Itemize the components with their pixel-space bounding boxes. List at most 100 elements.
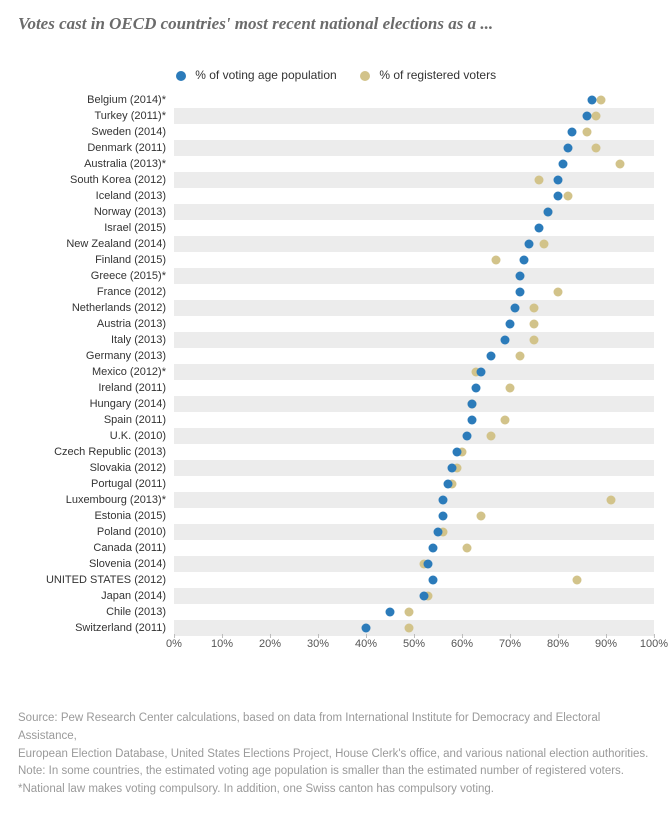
chart-row: Ireland (2011) bbox=[18, 380, 654, 396]
row-plot bbox=[174, 172, 654, 188]
chart-row: Norway (2013) bbox=[18, 204, 654, 220]
dot-registered bbox=[530, 336, 539, 345]
row-plot bbox=[174, 300, 654, 316]
chart-row: Chile (2013) bbox=[18, 604, 654, 620]
row-plot bbox=[174, 188, 654, 204]
row-label: Estonia (2015) bbox=[18, 508, 174, 524]
x-tick: 70% bbox=[499, 638, 521, 650]
row-plot bbox=[174, 124, 654, 140]
row-label: Netherlands (2012) bbox=[18, 300, 174, 316]
row-label: Greece (2015)* bbox=[18, 268, 174, 284]
x-tick: 100% bbox=[640, 638, 668, 650]
row-label: New Zealand (2014) bbox=[18, 236, 174, 252]
chart-row: France (2012) bbox=[18, 284, 654, 300]
x-tick: 0% bbox=[166, 638, 182, 650]
row-plot bbox=[174, 220, 654, 236]
row-label: Canada (2011) bbox=[18, 540, 174, 556]
chart-row: Belgium (2014)* bbox=[18, 92, 654, 108]
row-label: Switzerland (2011) bbox=[18, 620, 174, 636]
chart-row: Slovenia (2014) bbox=[18, 556, 654, 572]
row-label: Chile (2013) bbox=[18, 604, 174, 620]
dot-registered bbox=[592, 144, 601, 153]
dot-voting-age bbox=[429, 576, 438, 585]
dot-registered bbox=[501, 416, 510, 425]
row-plot bbox=[174, 492, 654, 508]
row-label: Slovenia (2014) bbox=[18, 556, 174, 572]
row-plot bbox=[174, 604, 654, 620]
legend-label: % of voting age population bbox=[195, 68, 336, 82]
x-tick: 50% bbox=[403, 638, 425, 650]
dot-voting-age bbox=[501, 336, 510, 345]
dot-registered bbox=[405, 624, 414, 633]
chart-row: U.K. (2010) bbox=[18, 428, 654, 444]
row-label: Austria (2013) bbox=[18, 316, 174, 332]
row-plot bbox=[174, 572, 654, 588]
dot-voting-age bbox=[486, 352, 495, 361]
chart-title: Votes cast in OECD countries' most recen… bbox=[18, 14, 654, 34]
row-label: U.K. (2010) bbox=[18, 428, 174, 444]
dot-registered bbox=[582, 128, 591, 137]
row-plot bbox=[174, 268, 654, 284]
chart-row: Finland (2015) bbox=[18, 252, 654, 268]
chart-row: Portugal (2011) bbox=[18, 476, 654, 492]
legend: % of voting age population % of register… bbox=[18, 68, 654, 82]
row-label: Japan (2014) bbox=[18, 588, 174, 604]
row-label: Czech Republic (2013) bbox=[18, 444, 174, 460]
dot-voting-age bbox=[515, 272, 524, 281]
row-label: Poland (2010) bbox=[18, 524, 174, 540]
footer-line: European Election Database, United State… bbox=[18, 746, 654, 764]
chart-row: Israel (2015) bbox=[18, 220, 654, 236]
x-tick: 60% bbox=[451, 638, 473, 650]
chart-row: Japan (2014) bbox=[18, 588, 654, 604]
row-plot bbox=[174, 460, 654, 476]
chart-row: Denmark (2011) bbox=[18, 140, 654, 156]
dot-voting-age bbox=[510, 304, 519, 313]
chart-row: Australia (2013)* bbox=[18, 156, 654, 172]
row-plot bbox=[174, 236, 654, 252]
dot-registered bbox=[606, 496, 615, 505]
row-label: Ireland (2011) bbox=[18, 380, 174, 396]
dot-voting-age bbox=[554, 192, 563, 201]
dot-voting-age bbox=[520, 256, 529, 265]
row-label: Iceland (2013) bbox=[18, 188, 174, 204]
dot-voting-age bbox=[438, 512, 447, 521]
chart-row: Estonia (2015) bbox=[18, 508, 654, 524]
chart-row: Spain (2011) bbox=[18, 412, 654, 428]
dot-registered bbox=[486, 432, 495, 441]
chart-row: South Korea (2012) bbox=[18, 172, 654, 188]
footer-line: Source: Pew Research Center calculations… bbox=[18, 710, 654, 746]
dot-registered bbox=[491, 256, 500, 265]
dot-registered bbox=[405, 608, 414, 617]
dot-voting-age bbox=[424, 560, 433, 569]
chart-row: UNITED STATES (2012) bbox=[18, 572, 654, 588]
dot-voting-age bbox=[525, 240, 534, 249]
dot-registered bbox=[462, 544, 471, 553]
row-label: Israel (2015) bbox=[18, 220, 174, 236]
x-axis: 0%10%20%30%40%50%60%70%80%90%100% bbox=[18, 638, 654, 664]
dot-registered bbox=[539, 240, 548, 249]
dot-voting-age bbox=[558, 160, 567, 169]
row-label: UNITED STATES (2012) bbox=[18, 572, 174, 588]
chart-row: Turkey (2011)* bbox=[18, 108, 654, 124]
source-footer: Source: Pew Research Center calculations… bbox=[18, 710, 654, 799]
dot-voting-age bbox=[429, 544, 438, 553]
row-plot bbox=[174, 92, 654, 108]
chart-row: Austria (2013) bbox=[18, 316, 654, 332]
x-tick: 80% bbox=[547, 638, 569, 650]
row-label: Spain (2011) bbox=[18, 412, 174, 428]
dot-voting-age bbox=[467, 416, 476, 425]
dot-voting-age bbox=[477, 368, 486, 377]
row-plot bbox=[174, 140, 654, 156]
row-plot bbox=[174, 476, 654, 492]
legend-item-series2: % of registered voters bbox=[360, 68, 496, 82]
row-label: Italy (2013) bbox=[18, 332, 174, 348]
dot-voting-age bbox=[434, 528, 443, 537]
dot-voting-age bbox=[386, 608, 395, 617]
dot-voting-age bbox=[563, 144, 572, 153]
row-label: Hungary (2014) bbox=[18, 396, 174, 412]
x-tick: 90% bbox=[595, 638, 617, 650]
x-tick: 20% bbox=[259, 638, 281, 650]
dot-registered bbox=[515, 352, 524, 361]
legend-dot-icon bbox=[176, 71, 186, 81]
dot-voting-age bbox=[419, 592, 428, 601]
